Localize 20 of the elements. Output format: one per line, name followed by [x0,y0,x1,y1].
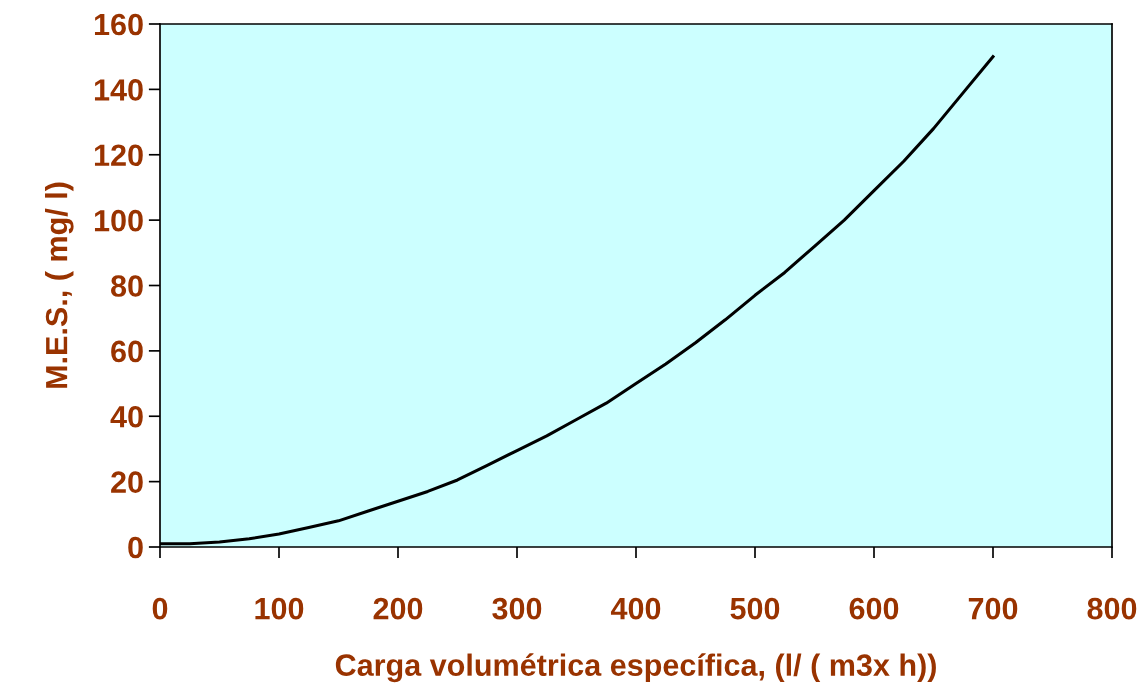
x-tick-label: 400 [610,597,661,620]
y-tick-label: 20 [111,471,143,493]
x-axis-title: Carga volumétrica específica, (l/ ( m3x h)) [335,653,936,683]
y-tick-label: 160 [94,13,143,36]
x-tick-label: 800 [1087,597,1137,620]
y-tick-label: 120 [94,144,143,167]
x-tick-label: 700 [968,597,1018,620]
x-tick-label: 500 [730,597,780,620]
y-tick-label: 80 [111,275,143,297]
y-axis-title: M.E.S., ( mg/ l) [44,182,74,388]
y-tick-label: 40 [110,405,143,428]
y-tick-label: 0 [128,536,143,559]
y-tick-label: 60 [111,340,143,363]
x-tick-label: 100 [255,597,304,620]
y-tick-label: 100 [94,209,143,232]
x-tick-label: 600 [849,597,899,620]
y-tick-label: 140 [94,79,143,101]
x-tick-label: 0 [152,597,168,620]
x-tick-label: 200 [373,597,423,620]
x-tick-label: 300 [492,597,542,620]
